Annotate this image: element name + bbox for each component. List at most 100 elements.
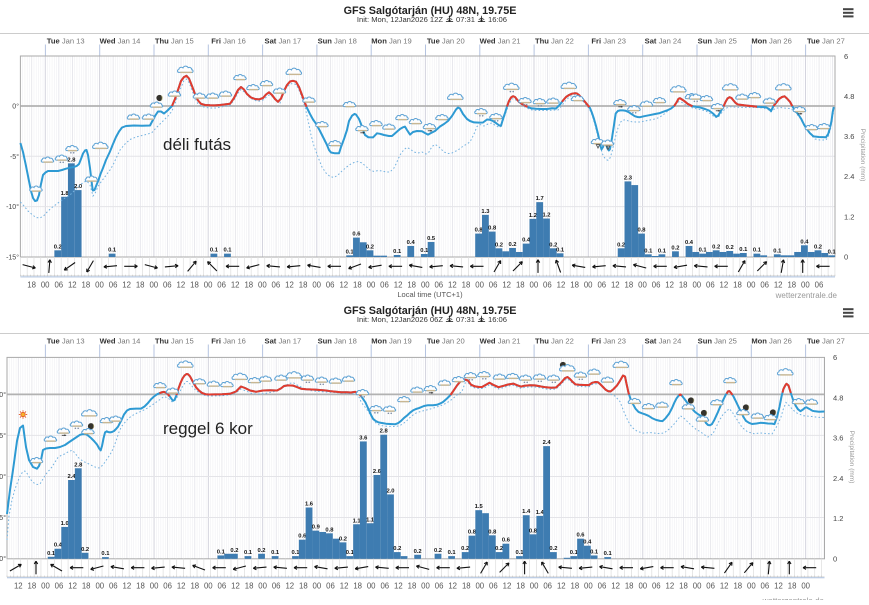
svg-text:06: 06 [109,582,118,591]
svg-text:Sat Jan 24: Sat Jan 24 [645,337,682,346]
svg-text:18: 18 [462,582,471,591]
svg-text:0.2: 0.2 [671,245,679,251]
svg-text:Sun Jan 25: Sun Jan 25 [698,337,737,346]
svg-text:Fri Jan 16: Fri Jan 16 [211,37,246,46]
svg-text:06: 06 [163,281,172,290]
svg-text:0.8: 0.8 [325,527,334,533]
svg-text:Mon Jan 26: Mon Jan 26 [751,37,792,46]
svg-text:1.3: 1.3 [481,209,490,215]
svg-text:0.8: 0.8 [488,226,497,232]
svg-text:06: 06 [489,582,498,591]
svg-text:06: 06 [435,582,444,591]
svg-text:18: 18 [408,582,417,591]
svg-text:00: 00 [584,281,593,290]
svg-text:0.2: 0.2 [814,244,822,250]
svg-text:00: 00 [258,582,267,591]
svg-text:1.4: 1.4 [522,509,531,515]
svg-text:12: 12 [339,281,348,290]
svg-text:Thu Jan 15: Thu Jan 15 [155,37,194,46]
svg-text:12: 12 [774,281,783,290]
svg-text:18: 18 [733,582,742,591]
svg-text:2.3: 2.3 [624,175,633,181]
svg-text:Mon Jan 19: Mon Jan 19 [371,37,412,46]
svg-text:06: 06 [163,582,172,591]
svg-text:06: 06 [326,281,335,290]
svg-text:0.2: 0.2 [54,244,62,250]
svg-text:0.2: 0.2 [230,548,238,554]
svg-text:Sun Jan 18: Sun Jan 18 [318,337,357,346]
svg-text:06: 06 [109,281,118,290]
svg-text:0°: 0° [0,391,6,399]
svg-text:0.1: 0.1 [773,248,782,254]
svg-text:0.2: 0.2 [508,242,516,248]
svg-text:00: 00 [367,281,376,290]
svg-text:12: 12 [502,281,511,290]
svg-text:00: 00 [530,281,539,290]
svg-text:reggel 6 kor: reggel 6 kor [163,419,253,438]
svg-text:0.1: 0.1 [108,248,117,254]
svg-text:0.1: 0.1 [448,550,457,556]
svg-text:Sun Jan 18: Sun Jan 18 [318,37,357,46]
svg-text:12: 12 [340,582,349,591]
svg-text:12: 12 [774,582,783,591]
svg-text:06: 06 [272,281,281,290]
svg-text:06: 06 [380,582,389,591]
svg-text:0.5: 0.5 [427,236,436,242]
svg-text:18: 18 [299,582,308,591]
svg-text:-15°: -15° [0,514,6,522]
svg-text:1.0: 1.0 [61,521,69,527]
svg-text:18: 18 [679,582,688,591]
svg-text:0.1: 0.1 [101,551,110,557]
svg-text:Thu Jan 15: Thu Jan 15 [155,337,194,346]
svg-text:00: 00 [41,281,50,290]
svg-text:12: 12 [720,281,729,290]
svg-text:0.1: 0.1 [753,248,762,254]
svg-text:00: 00 [367,582,376,591]
svg-text:Wed Jan 21: Wed Jan 21 [480,337,521,346]
svg-text:Sun Jan 25: Sun Jan 25 [698,37,737,46]
svg-text:Sat Jan 17: Sat Jan 17 [265,37,302,46]
svg-text:12: 12 [503,582,512,591]
svg-text:12: 12 [557,582,566,591]
svg-text:Thu Jan 22: Thu Jan 22 [535,337,574,346]
svg-text:0.4: 0.4 [583,540,592,546]
svg-text:12: 12 [665,281,674,290]
svg-text:00: 00 [204,281,213,290]
svg-text:4.8: 4.8 [833,393,843,402]
svg-text:0: 0 [833,554,837,563]
svg-text:06: 06 [815,281,824,290]
svg-text:18: 18 [27,281,36,290]
svg-text:-10°: -10° [6,203,19,211]
svg-text:00: 00 [747,582,756,591]
svg-text:0.2: 0.2 [366,244,374,250]
svg-text:00: 00 [530,582,539,591]
svg-text:1.7: 1.7 [536,196,544,202]
svg-text:0.4: 0.4 [685,240,694,246]
svg-text:0.1: 0.1 [604,551,613,557]
svg-text:0.1: 0.1 [658,248,667,254]
svg-text:0.1: 0.1 [739,247,748,253]
svg-text:12: 12 [14,582,23,591]
svg-text:0.2: 0.2 [712,244,720,250]
svg-text:0.2: 0.2 [549,546,557,552]
svg-text:Thu Jan 22: Thu Jan 22 [535,37,574,46]
svg-text:0.1: 0.1 [590,549,599,555]
svg-text:18: 18 [516,281,525,290]
svg-text:1.2: 1.2 [529,213,537,219]
svg-text:12: 12 [557,281,566,290]
svg-text:0.1: 0.1 [644,248,653,254]
svg-text:12: 12 [448,582,457,591]
svg-text:1.2: 1.2 [542,213,550,219]
svg-text:18: 18 [516,582,525,591]
svg-text:0.6: 0.6 [502,538,511,544]
svg-text:Tue Jan 13: Tue Jan 13 [47,337,85,346]
svg-text:0.2: 0.2 [257,548,265,554]
svg-text:00: 00 [801,582,810,591]
svg-text:18: 18 [570,281,579,290]
svg-text:00: 00 [149,281,158,290]
svg-text:1.2: 1.2 [844,212,854,221]
svg-text:0.2: 0.2 [495,546,503,552]
svg-text:18: 18 [462,281,471,290]
svg-text:Tue Jan 27: Tue Jan 27 [807,37,845,46]
svg-text:00: 00 [692,281,701,290]
